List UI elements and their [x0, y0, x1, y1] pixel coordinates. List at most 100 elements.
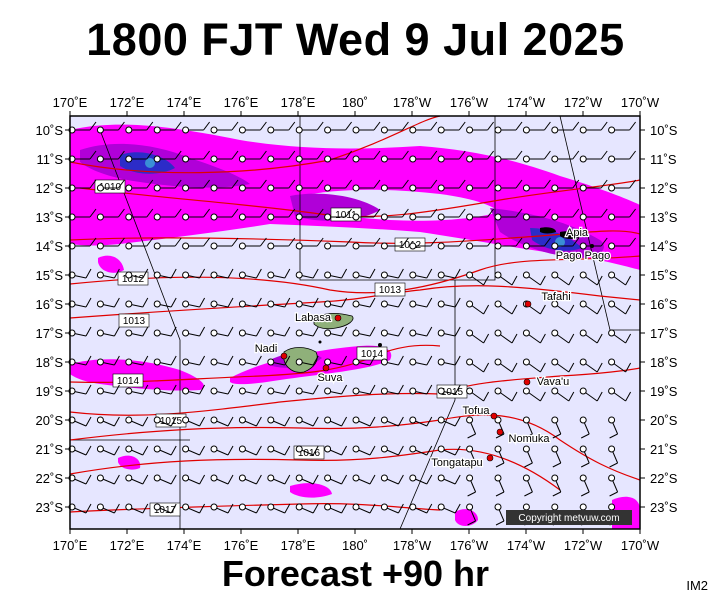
wind-barb [182, 474, 206, 485]
isobar-label: 1013 [374, 282, 406, 297]
lat-label-left: 19˚S [36, 384, 64, 399]
wind-barb [125, 121, 154, 134]
place-name: Nomuka [509, 433, 551, 445]
wind-barb [96, 297, 120, 308]
wind-barb [466, 300, 490, 315]
isobar-value: 1015 [160, 416, 183, 427]
wind-barb [324, 445, 348, 456]
svg-text:Pago Pago: Pago Pago [556, 250, 610, 262]
wind-barb [608, 445, 619, 468]
apia-island [560, 231, 582, 239]
wind-barb [437, 445, 461, 456]
wind-barb [125, 503, 149, 514]
wind-barb [125, 474, 149, 485]
wind-barb [210, 355, 234, 366]
wind-barb [409, 503, 433, 514]
wind-barb [551, 179, 580, 192]
wind-barb [352, 474, 376, 485]
lat-label-left: 13˚S [36, 210, 64, 225]
wind-barb [579, 121, 608, 134]
wind-barb [238, 384, 262, 395]
wind-barb [153, 326, 177, 337]
wind-barb [608, 416, 619, 439]
lat-label-right: 14˚S [650, 239, 678, 254]
wind-barb [324, 297, 348, 308]
wind-barb [437, 208, 466, 221]
wind-barb [409, 355, 433, 366]
wind-barb [522, 237, 551, 250]
wind-barb [437, 150, 466, 163]
wind-barb [125, 297, 149, 308]
wind-barb [324, 326, 348, 337]
wind-barb [380, 237, 409, 250]
wind-barb [153, 445, 177, 456]
svg-text:Labasa: Labasa [295, 312, 332, 324]
wind-barb [494, 300, 518, 315]
wind-barb [380, 474, 404, 485]
wind-barb [494, 387, 518, 402]
wind-barb [466, 237, 495, 250]
wind-barb [210, 416, 234, 427]
place-name: Tongatapu [431, 457, 482, 469]
wind-barb [494, 329, 518, 344]
wind-barb [409, 237, 438, 250]
lon-label-bottom: 178˚W [393, 538, 432, 553]
place-name: Tofua [463, 405, 491, 417]
wind-barb [153, 355, 177, 366]
wind-barb [96, 416, 120, 427]
wind-barb [437, 121, 466, 134]
wind-barb [295, 503, 319, 514]
wind-barb [182, 416, 206, 427]
wind-barb [324, 179, 353, 192]
wind-barb [437, 179, 466, 192]
lon-label-bottom: 170˚E [53, 538, 88, 553]
wind-barb [608, 179, 636, 192]
lat-label-left: 12˚S [36, 181, 64, 196]
wind-barb [295, 416, 319, 427]
wind-barb [182, 445, 206, 456]
wind-barb [352, 179, 381, 192]
place-name: Vava'u [537, 376, 569, 388]
wind-barb [324, 355, 348, 366]
wind-barb [494, 208, 523, 221]
wind-barb [210, 237, 239, 250]
wind-barb [238, 297, 262, 308]
wind-barb [437, 355, 461, 366]
wind-barb [409, 474, 433, 485]
wind-barb [324, 208, 353, 221]
svg-text:Tofua: Tofua [463, 405, 491, 417]
wind-barb [551, 208, 580, 221]
wind-barb [522, 474, 533, 497]
isobar-value: 1013 [123, 316, 146, 327]
wind-barb [295, 121, 324, 134]
wind-barb [125, 150, 154, 163]
savaii-island [540, 227, 556, 234]
wind-barb [437, 297, 461, 308]
wind-barb [182, 326, 206, 337]
place-name: Pago Pago [556, 250, 610, 262]
copyright-box [506, 510, 632, 525]
wind-barb [579, 416, 590, 439]
lon-label-top: 172˚W [564, 95, 603, 110]
wind-barb [267, 445, 291, 456]
wind-barb [153, 297, 177, 308]
wind-barb [579, 445, 590, 468]
wind-barb [579, 208, 608, 221]
wind-barb [267, 121, 296, 134]
wind-barb [96, 208, 125, 221]
lat-label-right: 23˚S [650, 500, 678, 515]
wind-barb [125, 355, 149, 366]
lat-label-right: 13˚S [650, 210, 678, 225]
wind-barb [437, 237, 466, 250]
svg-text:Tongatapu: Tongatapu [431, 457, 482, 469]
wind-barb [352, 416, 376, 427]
wind-barb [324, 121, 353, 134]
wind-barb [295, 474, 319, 485]
wind-barb [324, 384, 348, 395]
wind-barb [608, 150, 636, 163]
wind-barb [551, 300, 575, 315]
lat-label-right: 11˚S [650, 152, 677, 167]
wind-barb [409, 416, 433, 427]
wind-barb [352, 355, 376, 366]
wind-barb [96, 268, 120, 279]
